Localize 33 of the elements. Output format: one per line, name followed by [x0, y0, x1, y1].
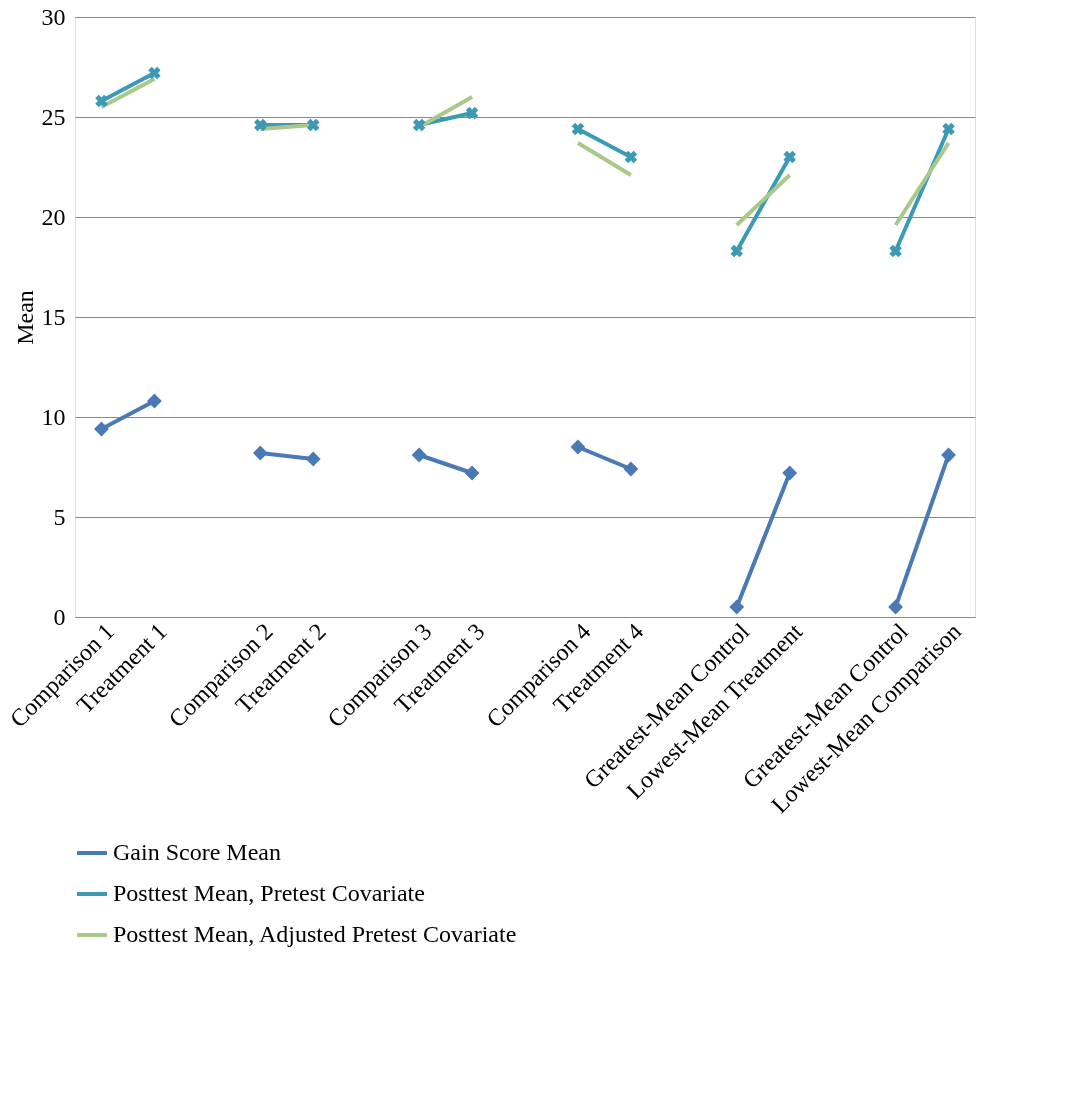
point [465, 106, 479, 120]
point [148, 66, 161, 80]
point [252, 445, 268, 461]
point [305, 451, 321, 467]
point [729, 599, 745, 615]
y-tick-label: 25 [41, 103, 66, 130]
point [730, 244, 744, 258]
point [95, 94, 108, 108]
legend-label: Gain Score Mean [113, 839, 281, 865]
point [888, 599, 903, 615]
y-tick-label: 30 [41, 3, 66, 30]
point [571, 122, 585, 136]
point [570, 439, 586, 455]
y-tick-label: 20 [41, 203, 66, 230]
point [147, 393, 162, 409]
y-tick-label: 10 [41, 403, 66, 430]
point [623, 461, 639, 477]
point [783, 150, 796, 164]
legend-label: Posttest Mean, Adjusted Pretest Covariate [113, 921, 517, 947]
y-tick-label: 0 [53, 603, 66, 630]
point [942, 122, 955, 136]
point [782, 465, 798, 481]
point [254, 118, 267, 132]
point [411, 447, 427, 463]
y-tick-label: 15 [41, 303, 66, 330]
legend-label: Posttest Mean, Pretest Covariate [113, 880, 425, 906]
y-axis-title: Mean [11, 290, 38, 345]
point [624, 150, 638, 164]
point [464, 465, 480, 481]
point [889, 244, 902, 258]
y-tick-label: 5 [53, 503, 66, 530]
point [306, 118, 320, 132]
point [412, 118, 426, 132]
